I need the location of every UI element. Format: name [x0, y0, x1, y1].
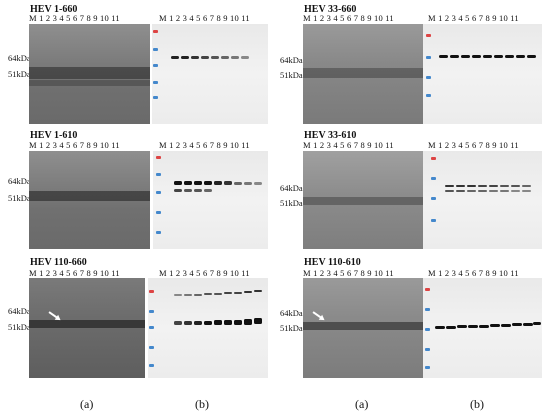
prestained-ladder: [153, 26, 158, 122]
panel-title: HEV 1-610: [30, 130, 78, 141]
lane-labels-western: M 1 2 3 4 5 6 7 8 9 10 11: [159, 13, 250, 23]
western-blot: [152, 24, 268, 124]
marker-64kda-label: 64kDa: [280, 308, 303, 318]
marker-64kda-label: 64kDa: [8, 306, 31, 316]
caption-b: (b): [470, 397, 484, 411]
arrow-icon: [48, 311, 60, 320]
panel-title: HEV 110-610: [304, 257, 361, 268]
lane-labels-western: M 1 2 3 4 5 6 7 8 9 10 11: [428, 268, 519, 278]
coomassie-gel: [303, 24, 423, 124]
panel-title: HEV 33-660: [304, 4, 357, 15]
marker-51kda-label: 51kDa: [8, 193, 31, 203]
marker-64kda-label: 64kDa: [280, 55, 303, 65]
coomassie-gel: [29, 278, 145, 378]
lane-labels-coomassie: M 1 2 3 4 5 6 7 8 9 10 11: [29, 268, 120, 278]
marker-51kda-label: 51kDa: [8, 322, 31, 332]
western-blot: [423, 278, 542, 378]
prestained-ladder: [425, 280, 430, 376]
lane-labels-coomassie: M 1 2 3 4 5 6 7 8 9 10 11: [303, 13, 394, 23]
western-blot: [153, 151, 268, 249]
panel-title: HEV 33-610: [304, 130, 357, 141]
lane-labels-coomassie: M 1 2 3 4 5 6 7 8 9 10 11: [29, 13, 120, 23]
western-blot: [423, 24, 542, 124]
marker-64kda-label: 64kDa: [8, 53, 31, 63]
lane-labels-coomassie: M 1 2 3 4 5 6 7 8 9 10 11: [29, 140, 120, 150]
coomassie-gel: [29, 24, 150, 124]
lane-labels-coomassie: M 1 2 3 4 5 6 7 8 9 10 11: [303, 140, 394, 150]
western-blot: [148, 278, 268, 378]
lane-labels-western: M 1 2 3 4 5 6 7 8 9 10 11: [159, 140, 250, 150]
lane-labels-western: M 1 2 3 4 5 6 7 8 9 10 11: [159, 268, 250, 278]
caption-a: (a): [80, 397, 94, 411]
coomassie-gel: [29, 151, 150, 249]
marker-51kda-label: 51kDa: [280, 70, 303, 80]
panel-title: HEV 1-660: [30, 4, 78, 15]
lane-labels-coomassie: M 1 2 3 4 5 6 7 8 9 10 11: [303, 268, 394, 278]
prestained-ladder: [431, 153, 436, 247]
arrow-icon: [312, 311, 324, 320]
western-blot: [423, 151, 542, 249]
marker-51kda-label: 51kDa: [280, 323, 303, 333]
marker-51kda-label: 51kDa: [280, 198, 303, 208]
coomassie-gel: [303, 278, 423, 378]
marker-64kda-label: 64kDa: [8, 176, 31, 186]
marker-64kda-label: 64kDa: [280, 183, 303, 193]
caption-a: (a): [355, 397, 369, 411]
caption-b: (b): [195, 397, 209, 411]
prestained-ladder: [426, 26, 431, 122]
prestained-ladder: [149, 280, 154, 376]
marker-51kda-label: 51kDa: [8, 69, 31, 79]
lane-labels-western: M 1 2 3 4 5 6 7 8 9 10 11: [428, 140, 519, 150]
coomassie-gel: [303, 151, 423, 249]
lane-labels-western: M 1 2 3 4 5 6 7 8 9 10 11: [428, 13, 519, 23]
prestained-ladder: [156, 153, 161, 247]
panel-title: HEV 110-660: [30, 257, 87, 268]
